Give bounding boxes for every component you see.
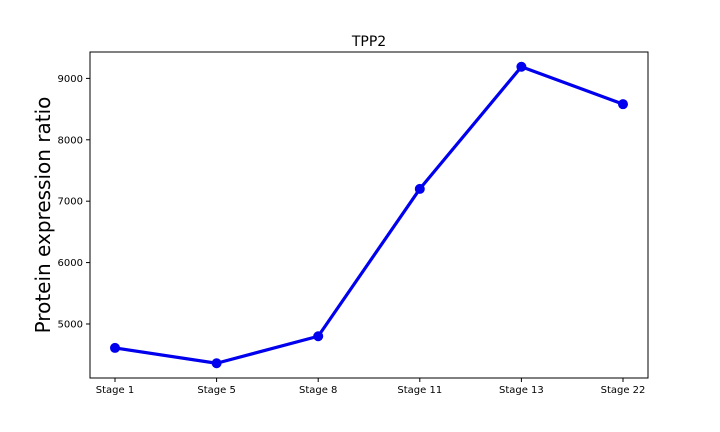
y-tick-label: 8000 — [58, 135, 83, 146]
plot-frame — [89, 51, 649, 379]
x-tick-label: Stage 5 — [197, 385, 235, 396]
y-tick-label: 6000 — [58, 258, 83, 269]
plot-area: 5000 6000 7000 8000 9000 Stage 1 Stage 5 Stage … — [58, 61, 646, 396]
x-tick-label: Stage 8 — [299, 385, 337, 396]
data-point — [211, 358, 222, 369]
x-tick-label: Stage 11 — [397, 385, 442, 396]
x-tick-label: Stage 1 — [96, 385, 134, 396]
y-axis-label: Protein expression ratio — [31, 97, 55, 334]
y-tick-label: 7000 — [58, 197, 83, 208]
data-point — [618, 99, 628, 110]
data-point — [110, 342, 120, 353]
x-tick-label: Stage 13 — [499, 385, 544, 396]
x-tick-label: Stage 22 — [601, 385, 646, 396]
data-point — [313, 331, 324, 342]
data-point — [414, 183, 425, 194]
y-tick-label: 9000 — [58, 74, 83, 85]
y-tick-label: 5000 — [58, 319, 83, 330]
data-point — [516, 61, 527, 72]
series-line — [113, 65, 625, 365]
chart-title: TPP2 — [351, 34, 386, 50]
